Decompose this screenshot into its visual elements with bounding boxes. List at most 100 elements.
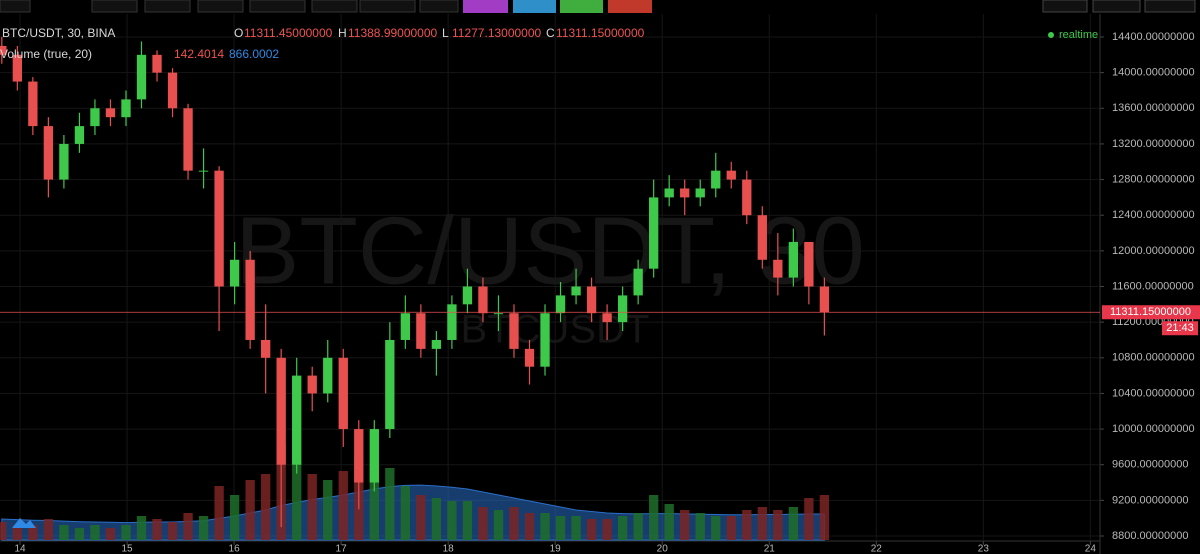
x-tick-label: 18	[443, 544, 455, 554]
toolbar-button[interactable]	[1092, 0, 1141, 13]
candle-body	[742, 179, 752, 216]
ohlc-name: O	[234, 26, 243, 40]
candle-body	[43, 126, 54, 180]
volume-bar	[649, 495, 659, 540]
candle-body	[726, 170, 736, 180]
candle-body	[121, 99, 131, 118]
axes: 8800.00000000 9200.00000000 9600.00000000 1…	[0, 31, 1200, 554]
y-tick-label: 14000.00000000	[1112, 67, 1195, 79]
ohlc-value: 11388.99000000	[348, 26, 438, 40]
ohlc-name: L	[442, 26, 449, 40]
candle-body	[447, 304, 457, 340]
x-tick-label: 16	[229, 544, 241, 554]
volume-bar	[447, 501, 457, 540]
volume-bar	[478, 507, 488, 540]
candle-body	[711, 170, 721, 189]
candle-body	[59, 143, 69, 180]
volume-bar	[136, 516, 147, 540]
x-tick-label: 14	[14, 544, 26, 554]
toolbar-button[interactable]	[1042, 0, 1088, 13]
candle-body	[571, 286, 581, 296]
volume-bar	[307, 474, 317, 540]
toolbar-button[interactable]	[560, 0, 603, 13]
volume-bar	[586, 519, 597, 540]
status: realtime	[1059, 29, 1098, 41]
volume-bar	[214, 486, 224, 540]
volume-bar	[369, 465, 379, 540]
candle-body	[74, 126, 85, 144]
volume-bar	[711, 516, 721, 540]
candle-body	[633, 268, 643, 296]
toolbar-button[interactable]	[359, 0, 416, 13]
x-tick-label: 15	[121, 544, 133, 554]
volume-bar	[509, 507, 519, 540]
volume-bar	[680, 510, 690, 540]
candle-body	[276, 357, 286, 465]
volume-bar	[229, 495, 240, 540]
volume-bar	[431, 498, 442, 540]
toolbar	[0, 0, 1196, 13]
volume-bar	[788, 507, 799, 540]
candle-body	[524, 348, 535, 367]
y-tick-label: 14400.00000000	[1112, 31, 1195, 43]
y-tick-label: 13200.00000000	[1112, 138, 1195, 150]
toolbar-button[interactable]	[463, 0, 508, 13]
volume-bar	[524, 513, 535, 540]
toolbar-button[interactable]	[513, 0, 556, 13]
candle-body	[649, 197, 659, 269]
countdown: 21:43	[1166, 322, 1194, 334]
ohlc-value: 11311.15000000	[556, 26, 645, 40]
volume-bar	[0, 522, 7, 540]
candle-body	[354, 429, 364, 483]
candle-body	[385, 339, 395, 430]
candle-body	[28, 81, 38, 127]
toolbar-button[interactable]	[197, 0, 244, 13]
ohlc-name: C	[546, 26, 555, 40]
toolbar-button[interactable]	[0, 0, 31, 13]
toolbar-button[interactable]	[1144, 0, 1196, 13]
x-tick-label: 24	[1085, 544, 1097, 554]
candle-body	[323, 357, 333, 394]
y-tick-label: 11600.00000000	[1112, 280, 1194, 292]
volume-bar	[726, 516, 736, 540]
x-tick-label: 21	[764, 544, 776, 554]
toolbar-button[interactable]	[249, 0, 306, 13]
volume-bar	[59, 525, 69, 540]
volume-bar	[462, 501, 473, 540]
toolbar-button[interactable]	[311, 0, 358, 13]
volume-bar	[43, 519, 54, 540]
volume-bar	[323, 480, 333, 540]
x-tick-label: 19	[550, 544, 562, 554]
symbol-title: BTC/USDT, 30, BINA	[2, 26, 115, 40]
volume-bar	[152, 519, 162, 540]
x-tick-label: 22	[871, 544, 883, 554]
candle-body	[167, 72, 178, 109]
candle-body	[90, 108, 100, 127]
toolbar-button[interactable]	[144, 0, 191, 13]
ohlc-value: 11277.13000000	[452, 26, 542, 40]
toolbar-button[interactable]	[608, 0, 652, 13]
y-tick-label: 8800.00000000	[1112, 530, 1188, 542]
candle-body	[105, 108, 116, 118]
candle-body	[586, 286, 597, 314]
candle-body	[152, 54, 162, 73]
watermark: BTC/USDT, 30	[235, 197, 864, 304]
volume-bar	[167, 522, 178, 540]
candle-body	[338, 357, 348, 430]
volume-bar	[633, 513, 643, 540]
volume-bar	[183, 513, 193, 540]
toolbar-button[interactable]	[91, 0, 138, 13]
volume-bar	[338, 471, 348, 540]
toolbar-button[interactable]	[419, 0, 459, 13]
y-tick-label: 10000.00000000	[1112, 423, 1195, 435]
last-price-box	[1102, 305, 1200, 320]
candle-body	[261, 339, 271, 358]
ohlc-readout: O 11311.45000000 H 11388.99000000 L 11277.130…	[234, 26, 645, 40]
candle-body	[0, 45, 7, 55]
ohlc-value: 11311.45000000	[244, 26, 333, 40]
volume-bar	[555, 516, 566, 540]
candle-body	[416, 313, 426, 349]
candle-body	[617, 295, 628, 323]
